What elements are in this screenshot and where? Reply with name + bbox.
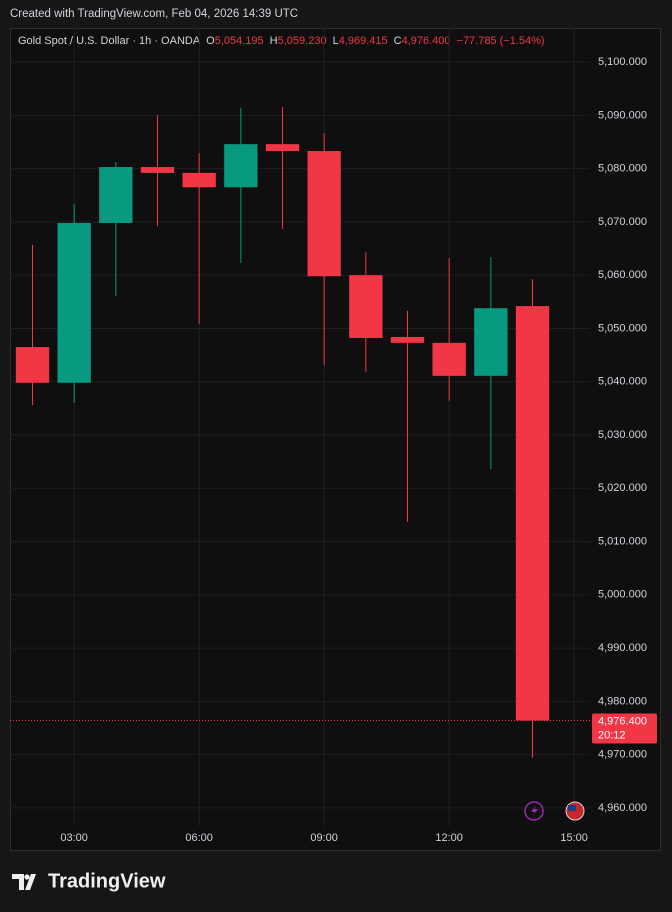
y-tick-label: 5,060.000 xyxy=(598,269,647,281)
y-tick-label: 5,010.000 xyxy=(598,535,647,547)
legend-value: 5,054.195 xyxy=(215,35,264,47)
y-tick-label: 5,040.000 xyxy=(598,376,647,388)
grid: 4,960.000 4,970.000 4,980.000 4,990.000 5,00… xyxy=(10,28,647,844)
y-tick-label: 5,000.000 xyxy=(598,589,647,601)
y-tick-label: 5,090.000 xyxy=(598,109,647,121)
logo-dot xyxy=(24,874,30,880)
flag-canton xyxy=(568,805,576,811)
caption: Created with TradingView.com, Feb 04, 20… xyxy=(10,8,298,20)
brand: TradingView xyxy=(48,870,166,892)
legend-symbol: Gold Spot / U.S. Dollar · 1h · OANDA xyxy=(18,35,201,47)
legend-value: 5,059.230 xyxy=(278,35,327,47)
legend-key: O xyxy=(206,35,215,47)
icons xyxy=(524,801,585,821)
candle-body xyxy=(349,275,383,339)
y-tick-label: 5,030.000 xyxy=(598,429,647,441)
x-tick-label: 03:00 xyxy=(60,832,88,844)
y-tick-label: 5,020.000 xyxy=(598,482,647,494)
x-tick-label: 15:00 xyxy=(560,832,588,844)
candles: 4,976.400 20:12 xyxy=(10,106,657,758)
legend-change: −77.785 (−1.54%) xyxy=(457,35,545,47)
y-tick-label: 5,080.000 xyxy=(598,163,647,175)
legend-key: L xyxy=(333,35,339,47)
candle-body xyxy=(390,336,425,343)
candle-body xyxy=(432,342,466,376)
price-tag-label: 4,976.400 xyxy=(598,715,647,727)
x-tick-label: 12:00 xyxy=(435,832,463,844)
legend-key: C xyxy=(394,35,402,47)
y-tick-label: 4,960.000 xyxy=(598,802,647,814)
price-tag-countdown: 20:12 xyxy=(598,729,626,741)
legend-value: 4,969.415 xyxy=(339,35,388,47)
candle-body xyxy=(99,167,133,223)
price-tag xyxy=(592,713,657,744)
alert-icon[interactable] xyxy=(524,801,544,821)
candle-body xyxy=(474,308,508,376)
y-tick-label: 5,050.000 xyxy=(598,322,647,334)
legend-value: 4,976.400 xyxy=(402,35,451,47)
y-tick-label: 5,100.000 xyxy=(598,56,647,68)
x-tick-label: 06:00 xyxy=(185,832,213,844)
candle-body xyxy=(515,306,550,721)
y-tick-label: 5,070.000 xyxy=(598,216,647,228)
x-tick-label: 09:00 xyxy=(310,832,338,844)
y-tick-label: 4,980.000 xyxy=(598,695,647,707)
candle-body xyxy=(307,151,341,277)
bolt xyxy=(531,805,538,817)
legend: Gold Spot / U.S. Dollar · 1h · OANDA O5,0… xyxy=(18,35,545,47)
candle-body xyxy=(15,347,50,383)
y-tick-label: 4,990.000 xyxy=(598,642,647,654)
candle-body xyxy=(182,172,216,188)
footer-logo xyxy=(12,874,36,890)
y-tick-label: 4,970.000 xyxy=(598,749,647,761)
logo-mark xyxy=(12,874,36,890)
candle-body xyxy=(265,144,300,152)
legend-key: H xyxy=(270,35,278,47)
candle-body xyxy=(57,222,91,383)
candle-body xyxy=(140,167,175,173)
candle-body xyxy=(224,144,258,188)
